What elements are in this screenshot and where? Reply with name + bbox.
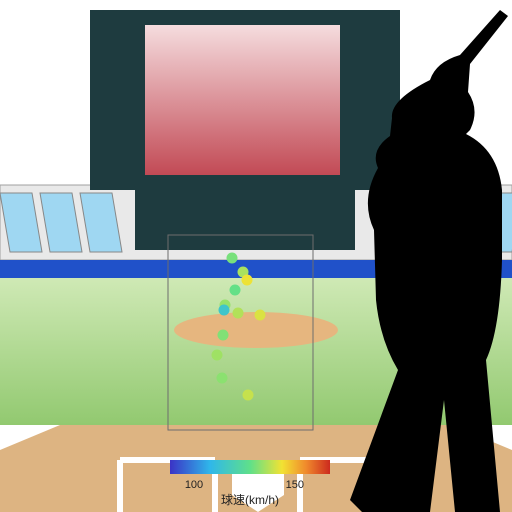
speed-legend-bar <box>170 460 330 474</box>
pitch-point <box>242 275 253 286</box>
legend-label: 球速(km/h) <box>221 493 279 507</box>
legend-tick: 150 <box>286 479 304 491</box>
legend-tick: 100 <box>185 479 203 491</box>
pitch-point <box>212 350 223 361</box>
pitch-location-diagram: 100 150 球速(km/h) <box>0 0 512 512</box>
pitch-point <box>243 390 254 401</box>
pitch-point <box>218 330 229 341</box>
pitch-point <box>219 305 230 316</box>
pitch-point <box>217 373 228 384</box>
pitch-point <box>230 285 241 296</box>
pitch-point <box>255 310 266 321</box>
pitch-point <box>227 253 238 264</box>
pitch-point <box>233 308 244 319</box>
